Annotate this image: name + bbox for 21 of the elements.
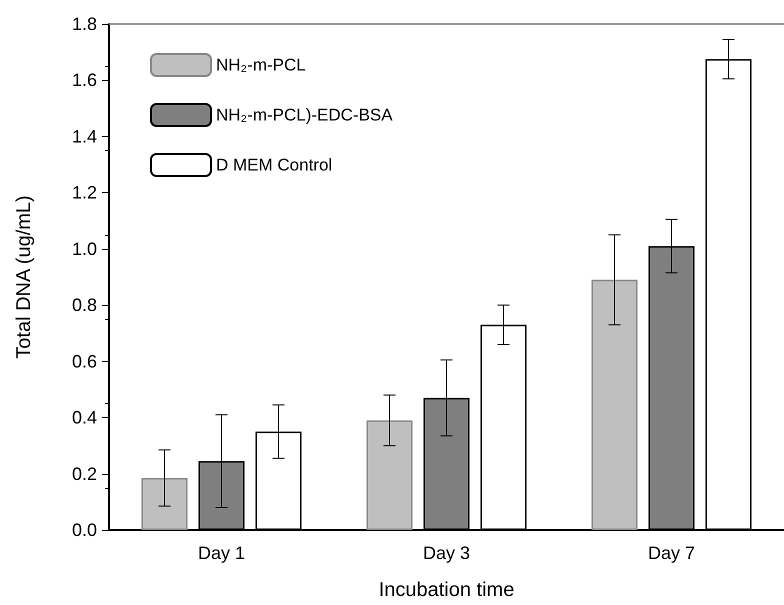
x-tick-label: Day 1 <box>198 543 246 563</box>
y-tick-label: 0.8 <box>72 295 97 316</box>
legend-label: NH₂-m-PCL <box>216 56 306 74</box>
y-tick-label: 1.4 <box>72 126 97 146</box>
x-tick-label: Day 3 <box>422 543 470 563</box>
y-tick-label: 1.0 <box>72 238 97 259</box>
bar <box>142 478 188 530</box>
legend-label: NH₂-m-PCL)-EDC-BSA <box>216 106 394 124</box>
x-tick-label: Day 7 <box>648 543 696 563</box>
y-tick-label: 1.8 <box>72 14 97 34</box>
y-axis-title: Total DNA (ug/mL) <box>13 195 35 359</box>
bar <box>366 420 412 530</box>
x-axis-title: Incubation time <box>378 579 514 601</box>
y-tick-label: 0.6 <box>72 351 97 372</box>
y-tick-label: 1.2 <box>72 182 97 203</box>
y-tick-label: 0.0 <box>72 520 97 540</box>
y-tick-label: 1.6 <box>72 70 97 90</box>
legend-label: D MEM Control <box>216 156 332 174</box>
y-tick-label: 0.4 <box>72 408 97 428</box>
y-tick-label: 0.2 <box>72 464 97 484</box>
bar <box>592 280 638 530</box>
